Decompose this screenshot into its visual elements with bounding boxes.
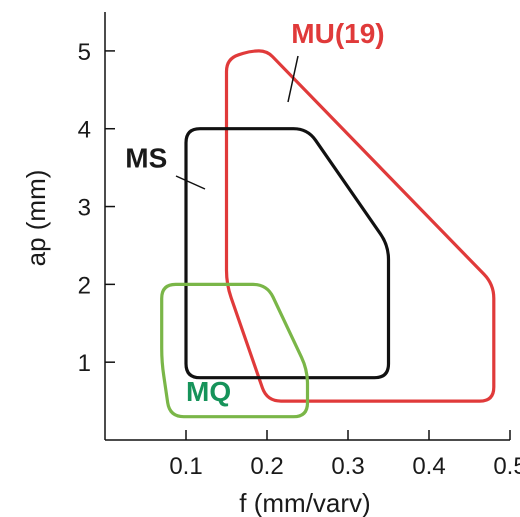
x-tick-label: 0.4 [412,453,445,480]
x-axis-ticks: 0.1 0.2 0.3 0.4 0.5 [169,430,520,480]
y-tick-label: 2 [78,272,91,299]
y-tick-label: 5 [78,39,91,66]
label-mq: MQ [186,376,231,407]
x-tick-label: 0.5 [493,453,520,480]
region-mq [160,282,310,419]
mu19-leader-line [287,55,299,103]
x-tick-label: 0.3 [331,453,364,480]
label-mu19: MU(19) [291,18,384,49]
regions [160,49,496,419]
label-ms: MS [125,143,167,174]
x-axis-title: f (mm/varv) [239,488,370,517]
y-tick-label: 3 [78,195,91,222]
region-labels: MU(19) MS MQ [125,18,384,407]
y-axis-title: ap (mm) [21,170,51,267]
y-axis-ticks: 1 2 3 4 5 [78,39,115,377]
y-tick-label: 4 [78,117,91,144]
label-leaders [175,55,299,190]
x-tick-label: 0.2 [250,453,283,480]
region-ms [184,127,391,380]
x-tick-label: 0.1 [169,453,202,480]
y-tick-label: 1 [78,350,91,377]
ms-leader-line [175,175,206,190]
plot-frame [104,12,510,441]
region-mu19 [224,49,496,403]
